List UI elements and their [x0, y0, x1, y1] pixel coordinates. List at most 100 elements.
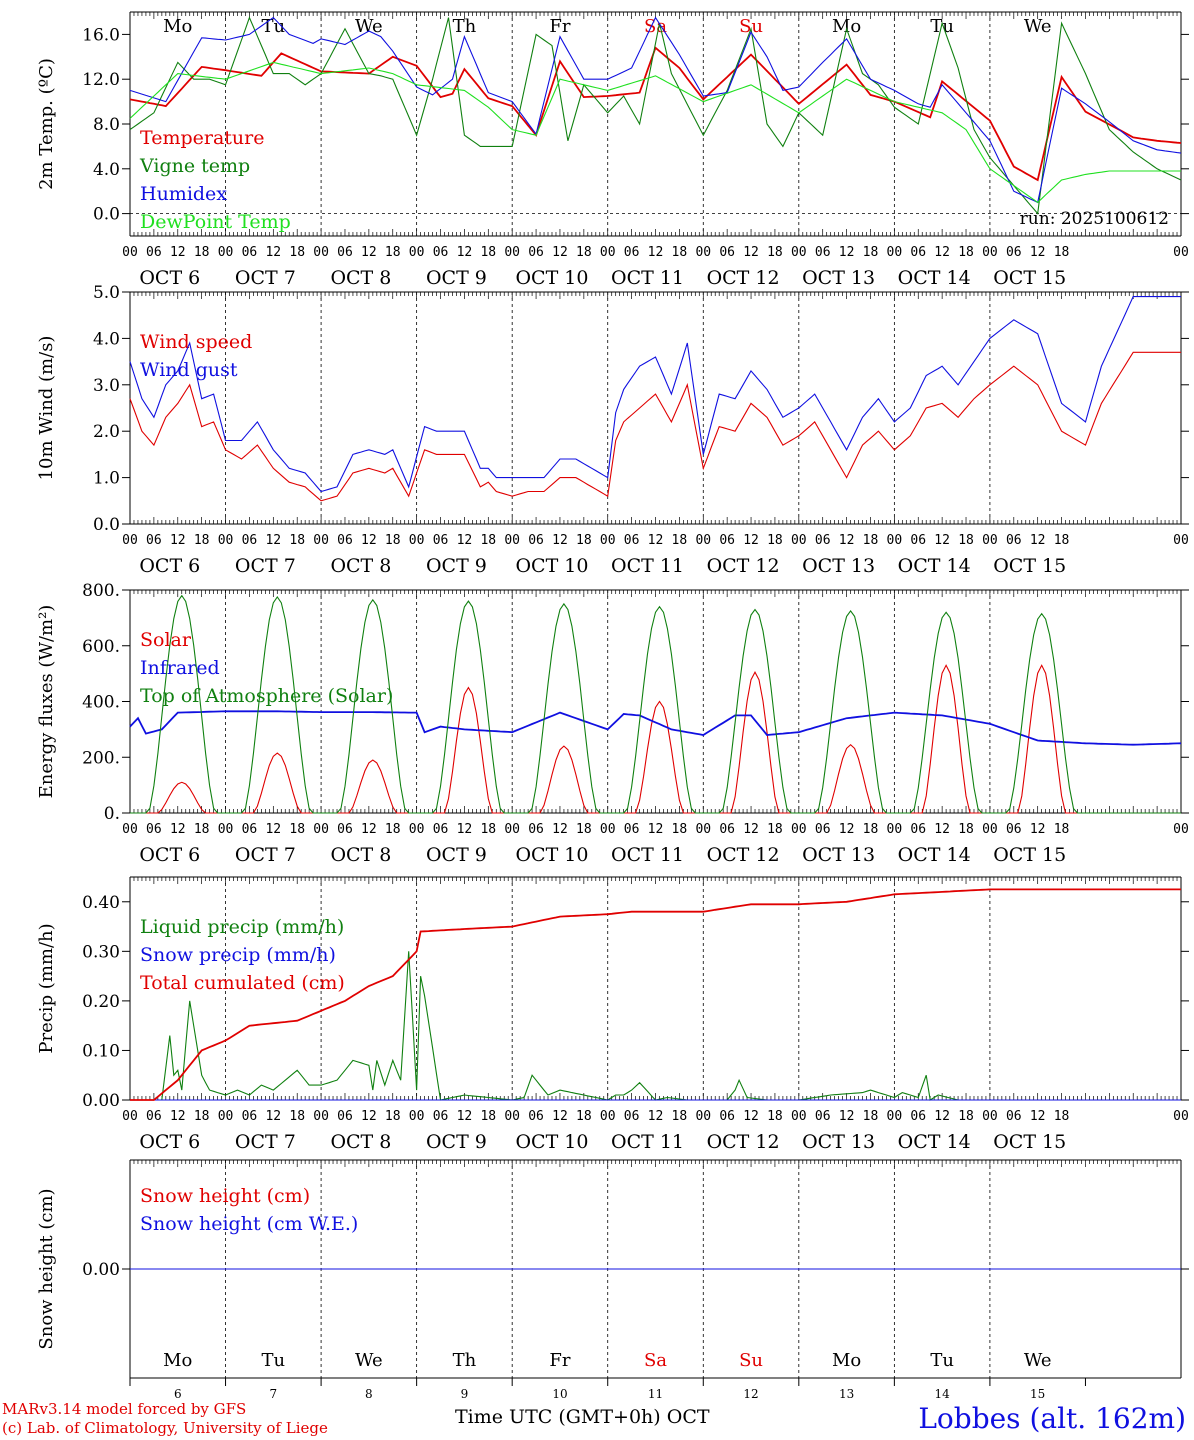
hour-tick-label: 12 [934, 533, 950, 548]
hour-tick-label: 00 [122, 822, 138, 837]
hour-tick-label: 06 [146, 245, 162, 260]
day-number-label: 9 [461, 1387, 469, 1401]
hour-tick-label: 18 [958, 245, 974, 260]
y-axis-label: Energy fluxes (W/m²) [36, 605, 57, 799]
hour-tick-label: 06 [815, 822, 831, 837]
day-name-label: We [1024, 1350, 1052, 1371]
y-tick-label: 0.00 [82, 1260, 120, 1280]
y-tick-label: 8.0 [93, 115, 120, 135]
hour-tick-label: 06 [1006, 822, 1022, 837]
hour-tick-label: 00 [1173, 533, 1189, 548]
day-name-label: We [355, 1350, 383, 1371]
hour-tick-label: 12 [457, 533, 473, 548]
hour-tick-label: 12 [743, 245, 759, 260]
date-label: OCT 8 [330, 1131, 391, 1153]
date-label: OCT 11 [611, 844, 684, 866]
hour-tick-label: 12 [552, 822, 568, 837]
hour-tick-label: 18 [767, 533, 783, 548]
chart-panel-1: 0.0 4.0 8.0 12.0 16.0 2m Temp. (ºC) 00 06 12 18 OC… [36, 11, 1189, 289]
hour-tick-label: 00 [695, 1109, 711, 1124]
y-tick-label: 2.0 [93, 422, 120, 442]
day-name-label: Mo [163, 16, 192, 37]
hour-tick-label: 06 [815, 245, 831, 260]
hour-tick-label: 12 [552, 1109, 568, 1124]
hour-tick-label: 00 [313, 533, 329, 548]
day-name-label: Sa [644, 1350, 667, 1371]
hour-tick-label: 00 [600, 245, 616, 260]
hour-tick-label: 06 [337, 245, 353, 260]
hour-tick-label: 00 [504, 822, 520, 837]
legend-entry: Liquid precip (mm/h) [140, 916, 344, 938]
date-label: OCT 14 [898, 1131, 971, 1153]
hour-tick-label: 06 [910, 245, 926, 260]
date-label: OCT 11 [611, 1131, 684, 1153]
hour-tick-label: 12 [265, 1109, 281, 1124]
series-line-humidex [129, 16, 1182, 204]
hour-tick-label: 00 [504, 533, 520, 548]
hour-tick-label: 18 [480, 822, 496, 837]
date-label: OCT 13 [802, 555, 875, 577]
hour-tick-label: 18 [385, 533, 401, 548]
hour-tick-label: 18 [863, 245, 879, 260]
legend-entry: Infrared [140, 657, 220, 679]
hour-tick-label: 18 [576, 533, 592, 548]
hour-tick-label: 00 [409, 1109, 425, 1124]
series-line-dewpoint-temp [129, 61, 1181, 204]
hour-tick-label: 12 [839, 822, 855, 837]
hour-tick-label: 00 [887, 822, 903, 837]
hour-tick-label: 18 [767, 822, 783, 837]
run-label: run: 2025100612 [1020, 209, 1169, 229]
hour-tick-label: 00 [695, 822, 711, 837]
hour-tick-label: 12 [743, 822, 759, 837]
day-number-label: 7 [269, 1387, 277, 1401]
hour-tick-label: 18 [767, 1109, 783, 1124]
hour-tick-label: 12 [265, 533, 281, 548]
date-label: OCT 9 [426, 1131, 487, 1153]
hour-tick-label: 06 [815, 533, 831, 548]
hour-tick-label: 18 [385, 822, 401, 837]
hour-tick-label: 18 [767, 245, 783, 260]
hour-tick-label: 06 [433, 822, 449, 837]
hour-tick-label: 12 [552, 533, 568, 548]
day-name-label: Su [739, 16, 763, 37]
hour-tick-label: 12 [1030, 533, 1046, 548]
hour-tick-label: 00 [504, 245, 520, 260]
legend-entry: Solar [140, 629, 192, 651]
hour-tick-label: 12 [457, 822, 473, 837]
hour-tick-label: 06 [1006, 245, 1022, 260]
day-name-label: Fr [549, 1350, 570, 1371]
hour-tick-label: 12 [170, 245, 186, 260]
day-name-label: Tu [930, 16, 954, 37]
hour-tick-label: 12 [839, 245, 855, 260]
hour-tick-label: 00 [887, 533, 903, 548]
legend-entry: Top of Atmosphere (Solar) [140, 685, 393, 707]
date-label: OCT 10 [515, 267, 588, 289]
y-tick-label: 0.0 [93, 205, 120, 225]
hour-tick-label: 00 [218, 822, 234, 837]
day-number-label: 11 [648, 1387, 663, 1401]
y-tick-label: 0.10 [82, 1041, 120, 1061]
hour-tick-label: 12 [648, 822, 664, 837]
day-name-label: We [1024, 16, 1052, 37]
hour-tick-label: 18 [672, 533, 688, 548]
hour-tick-label: 00 [982, 533, 998, 548]
date-label: OCT 8 [330, 267, 391, 289]
hour-tick-label: 18 [1054, 822, 1070, 837]
legend-entry: Wind gust [140, 359, 238, 381]
date-label: OCT 13 [802, 844, 875, 866]
series-line-wind-gust [129, 296, 1181, 493]
day-name-label: Th [453, 1350, 477, 1371]
hour-tick-label: 06 [910, 533, 926, 548]
legend-entry: DewPoint Temp [140, 211, 291, 233]
hour-tick-label: 18 [385, 245, 401, 260]
day-number-label: 12 [743, 1387, 758, 1401]
hour-tick-label: 00 [600, 822, 616, 837]
y-tick-label: 16.0 [82, 25, 120, 45]
hour-tick-label: 00 [409, 533, 425, 548]
legend-entry: Snow height (cm) [140, 1185, 310, 1207]
date-label: OCT 6 [139, 555, 200, 577]
hour-tick-label: 06 [337, 533, 353, 548]
hour-tick-label: 06 [528, 1109, 544, 1124]
date-label: OCT 15 [993, 844, 1066, 866]
hour-tick-label: 06 [719, 245, 735, 260]
